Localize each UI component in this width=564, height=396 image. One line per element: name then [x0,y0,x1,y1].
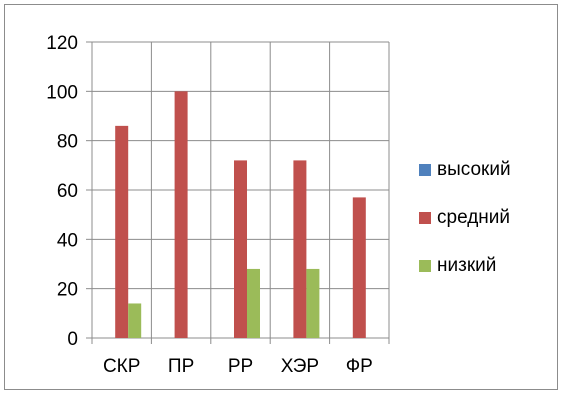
legend-swatch-vysokiy [419,164,431,176]
bar [115,125,129,338]
y-tick-label: 20 [57,280,78,301]
y-tick-label: 40 [57,230,78,251]
x-tick-label: ПР [168,356,194,377]
legend-swatch-nizkiy [419,260,431,272]
bar [293,160,307,338]
bar-chart: 0 20 40 60 80 100 120 СКР ПР РР ХЭР ФР [46,33,390,377]
bar [352,197,366,338]
bar [247,268,260,338]
legend-item-sredniy: средний [419,194,554,242]
legend-label-sredniy: средний [437,207,511,228]
legend-label-vysokiy: высокий [437,159,511,180]
bar [234,160,247,338]
x-tick-label: СКР [103,356,140,377]
y-tick-label: 120 [46,33,78,54]
legend-label-nizkiy: низкий [437,255,497,276]
legend-item-nizkiy: низкий [419,242,554,290]
y-tick-label: 100 [46,82,78,103]
x-tick-label: РР [228,356,253,377]
x-tick-label: ХЭР [281,356,319,377]
bar [128,303,142,338]
y-tick-label: 60 [57,181,78,202]
legend: высокий средний низкий [419,146,554,290]
chart-frame: 0 20 40 60 80 100 120 СКР ПР РР ХЭР ФР высокий сред… [4,4,558,390]
bar [306,268,320,338]
legend-swatch-sredniy [419,212,431,224]
y-tick-label: 0 [67,329,78,350]
legend-item-vysokiy: высокий [419,146,554,194]
bar [174,91,188,338]
x-tick-label: ФР [346,356,373,377]
y-tick-label: 80 [57,132,78,153]
